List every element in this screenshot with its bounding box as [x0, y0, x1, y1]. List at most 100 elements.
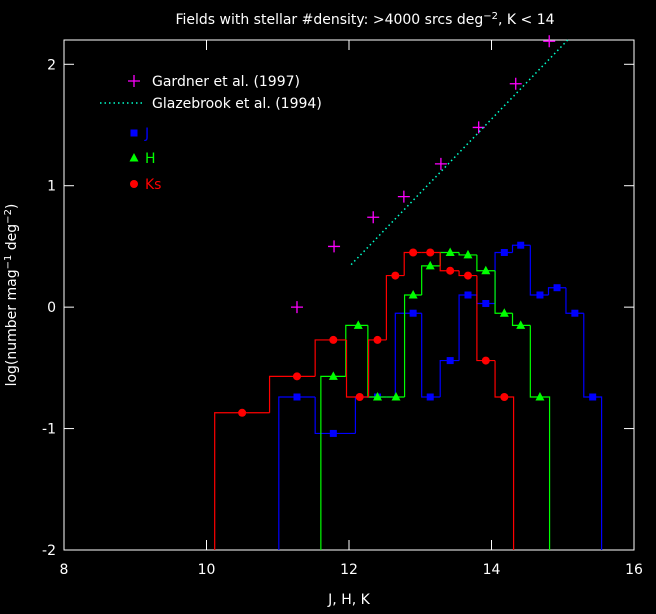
legend-label: J [144, 126, 149, 142]
histogram-step [529, 245, 549, 296]
histogram-step [494, 251, 513, 304]
square-marker [571, 309, 579, 317]
triangle-marker [391, 392, 401, 401]
legend-label: Gardner et al. (1997) [152, 74, 300, 90]
y-axis-label: log(number mag−1 deg−2) [3, 204, 21, 387]
histogram-step [494, 270, 513, 314]
square-marker [589, 393, 597, 401]
legend-label: Glazebrook et al. (1994) [152, 96, 322, 112]
legend-marker [130, 129, 138, 137]
histogram-step [268, 375, 316, 413]
circle-marker [292, 372, 301, 381]
y-tick-label: 0 [47, 300, 56, 316]
plus-marker [290, 301, 303, 314]
histogram-step [354, 396, 396, 434]
square-marker [517, 241, 525, 249]
histogram-step [314, 339, 347, 377]
triangle-marker [535, 392, 545, 401]
histogram-step [314, 397, 356, 435]
histogram-step [367, 339, 387, 397]
plus-marker [397, 190, 410, 203]
x-tick-label: 10 [198, 562, 216, 578]
x-axis-label: J, H, K [327, 592, 370, 608]
histogram-step [345, 324, 368, 377]
y-tick-label: -1 [42, 422, 56, 438]
x-tick-label: 14 [483, 562, 501, 578]
plus-marker [367, 211, 380, 224]
histogram-step [511, 244, 531, 253]
square-marker [482, 300, 490, 307]
triangle-marker [445, 247, 455, 256]
circle-marker [329, 335, 338, 344]
plus-marker [328, 240, 341, 253]
y-tick-label: 2 [47, 57, 56, 73]
circle-marker [500, 393, 509, 401]
triangle-marker [408, 290, 418, 299]
y-tick-label: -2 [42, 543, 56, 559]
circle-marker [446, 266, 455, 275]
square-marker [464, 291, 472, 299]
text-part: ) [4, 204, 20, 209]
triangle-marker [425, 260, 435, 270]
text-part: Fields with stellar #density: >4000 srcs… [175, 12, 483, 28]
legend-label: H [145, 151, 156, 167]
histogram-step [345, 339, 369, 398]
square-marker [446, 357, 454, 365]
circle-marker [238, 408, 247, 417]
text-part: deg [4, 224, 20, 255]
histogram-step [458, 294, 477, 361]
triangle-marker [463, 249, 473, 259]
histogram-step [421, 313, 441, 398]
x-tick-label: 16 [625, 562, 643, 578]
model-line [350, 39, 569, 266]
histogram-step [458, 252, 477, 256]
histogram-step [394, 312, 422, 397]
superscript: −2 [483, 11, 498, 22]
histogram-step [403, 294, 422, 397]
plus-marker [434, 157, 447, 170]
square-marker [536, 291, 544, 299]
triangle-marker [353, 320, 363, 329]
x-tick-label: 8 [60, 562, 69, 578]
triangle-marker [499, 308, 509, 317]
circle-marker [426, 248, 435, 257]
square-marker [409, 309, 417, 317]
circle-marker [463, 271, 472, 280]
triangle-marker [516, 320, 526, 329]
histogram-step [494, 360, 515, 550]
square-marker [553, 284, 561, 292]
histogram-step [511, 313, 531, 326]
y-tick-label: 1 [47, 179, 56, 195]
legend-marker [128, 75, 140, 87]
square-marker [293, 393, 301, 401]
square-marker [426, 393, 434, 401]
circle-marker [391, 271, 400, 280]
superscript: −1 [3, 255, 14, 270]
square-marker [500, 249, 508, 256]
histogram-step [565, 287, 584, 314]
text-part: , K < 14 [498, 12, 555, 28]
circle-marker [355, 393, 364, 401]
histogram-step [278, 396, 316, 550]
legend-marker [129, 153, 139, 162]
x-tick-label: 12 [340, 562, 358, 578]
square-marker [329, 429, 337, 437]
histogram-step [476, 275, 496, 362]
plus-marker [509, 77, 522, 90]
histogram-step [583, 313, 603, 550]
histogram-step [439, 359, 460, 397]
circle-marker [481, 356, 490, 365]
superscript: −2 [3, 209, 14, 224]
triangle-marker [328, 371, 338, 380]
text-part: log(number mag [4, 269, 20, 386]
legend-label: Ks [145, 177, 161, 193]
histogram-step [320, 375, 346, 550]
histogram-step [214, 412, 270, 550]
chart-title: Fields with stellar #density: >4000 srcs… [175, 11, 554, 29]
triangle-marker [373, 392, 382, 401]
histogram-step [529, 325, 551, 550]
histogram-step [476, 254, 496, 272]
circle-marker [373, 335, 382, 344]
legend-marker [130, 180, 138, 188]
